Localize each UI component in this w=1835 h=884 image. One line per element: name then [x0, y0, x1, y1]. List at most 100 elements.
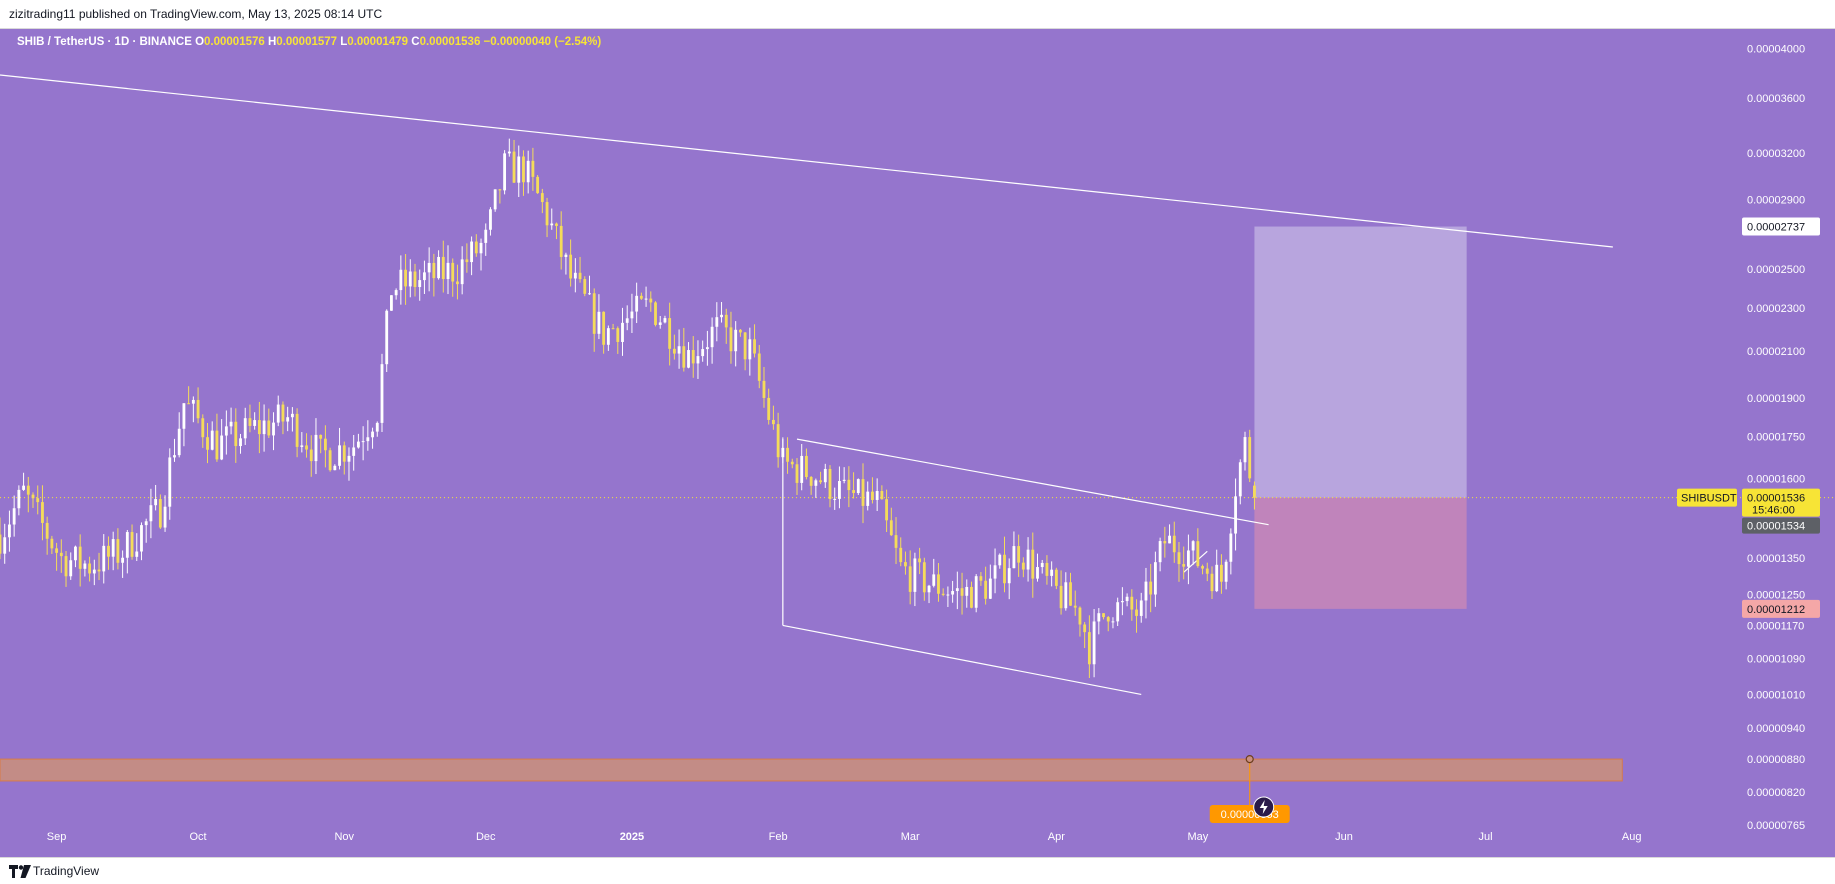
tradingview-logo-icon[interactable]: [9, 865, 31, 878]
candle-body: [257, 420, 261, 435]
candle-body: [323, 438, 327, 451]
candle-body: [1050, 569, 1054, 576]
candle-body: [144, 521, 148, 526]
candle-body: [1078, 607, 1082, 625]
tradingview-brand[interactable]: TradingView: [33, 864, 100, 878]
candle-body: [507, 151, 511, 154]
candle-body: [767, 397, 771, 420]
candle-body: [1092, 621, 1096, 665]
candle-body: [479, 242, 483, 254]
candle-body: [1054, 569, 1058, 586]
trendline: [796, 438, 1269, 526]
trendline: [0, 74, 1613, 248]
publish-header: zizitrading11 published on TradingView.c…: [0, 0, 1835, 28]
candle-body: [771, 419, 775, 425]
candle-body: [682, 346, 686, 368]
candle-body: [210, 430, 214, 450]
x-tick-label: Nov: [334, 831, 354, 843]
y-tick-label: 0.00001170: [1747, 620, 1804, 632]
candle-body: [734, 329, 738, 352]
candle-body: [356, 441, 360, 448]
candle-body: [489, 209, 492, 230]
candle-body: [668, 318, 672, 349]
candle-body: [687, 350, 690, 368]
candle-body: [399, 269, 403, 291]
candle-body: [413, 271, 417, 288]
candle-body: [696, 356, 700, 364]
prev-price-tag: 0.00001534: [1747, 521, 1805, 533]
candle-body: [522, 156, 525, 183]
y-tick-label: 0.00002900: [1747, 194, 1805, 206]
candle-body: [738, 329, 742, 333]
candle-body: [196, 399, 200, 419]
candlestick-chart[interactable]: 0.00004000 0.00003600 0.00003200 0.00002900…: [0, 28, 1835, 858]
candle-body: [74, 546, 77, 561]
legend-low-value: 0.00001479: [347, 36, 409, 48]
candle-body: [564, 254, 568, 257]
candle-body: [437, 256, 440, 279]
candle-body: [125, 532, 129, 558]
publish-text: zizitrading11 published on TradingView.c…: [9, 7, 383, 21]
candle-body: [1102, 613, 1105, 618]
candle-body: [78, 546, 82, 569]
candle-body: [1003, 554, 1006, 584]
candle-body: [347, 455, 351, 462]
candle-body: [451, 262, 455, 282]
candle-body: [286, 417, 290, 422]
candle-body: [828, 468, 832, 499]
y-tick-label: 0.00002100: [1747, 346, 1805, 358]
candle-body: [140, 525, 143, 552]
legend-close-value: 0.00001536: [419, 36, 481, 48]
candle-body: [116, 539, 120, 563]
candle-body: [22, 485, 25, 490]
stop-zone: [1254, 497, 1467, 609]
candle-body: [819, 480, 822, 483]
candle-body: [432, 262, 436, 279]
candle-body: [484, 229, 488, 243]
y-tick-label: 0.00001750: [1747, 431, 1805, 443]
candle-body: [182, 403, 186, 429]
candle-body: [724, 314, 728, 328]
candle-body: [314, 434, 318, 462]
candle-body: [555, 223, 558, 226]
legend-open-value: 0.00001576: [204, 36, 265, 48]
symbol-tag: SHIBUSDT: [1681, 493, 1737, 505]
countdown-label: 15:46:00: [1752, 505, 1795, 517]
candle-body: [1243, 437, 1247, 463]
candle-body: [1191, 541, 1195, 551]
y-tick-label: 0.00001090: [1747, 654, 1805, 666]
candle-body: [1083, 624, 1087, 633]
candle-body: [1111, 621, 1115, 623]
x-tick-label: Feb: [769, 831, 788, 843]
candle-body: [135, 551, 139, 557]
candle-body: [17, 489, 21, 509]
footer: TradingView: [0, 858, 1835, 884]
x-tick-label: Mar: [901, 831, 920, 843]
candle-body: [597, 311, 601, 334]
candle-body: [380, 364, 384, 423]
candle-body: [55, 548, 59, 553]
candle-body: [531, 160, 535, 177]
candle-body: [1186, 550, 1190, 567]
candle-body: [1201, 566, 1204, 569]
candle-body: [908, 566, 912, 592]
candle-body: [559, 225, 563, 257]
x-tick-label: Jun: [1335, 831, 1353, 843]
candle-body: [385, 310, 389, 365]
y-tick-label: 0.00002300: [1747, 303, 1805, 315]
candle-body: [243, 418, 247, 439]
candle-body: [31, 494, 35, 499]
candle-body: [267, 420, 271, 436]
candle-body: [762, 380, 766, 398]
candle-body: [206, 437, 209, 450]
legend-symbol: SHIB / TetherUS · 1D · BINANCE: [17, 36, 192, 48]
candle-body: [456, 281, 459, 285]
candle-body: [328, 450, 332, 471]
lightning-icon: [1259, 800, 1268, 814]
candle-body: [663, 318, 667, 323]
candle-body: [229, 421, 233, 427]
candle-body: [970, 586, 973, 608]
candle-body: [573, 272, 577, 279]
x-tick-label: May: [1187, 831, 1208, 843]
candle-body: [102, 545, 106, 572]
